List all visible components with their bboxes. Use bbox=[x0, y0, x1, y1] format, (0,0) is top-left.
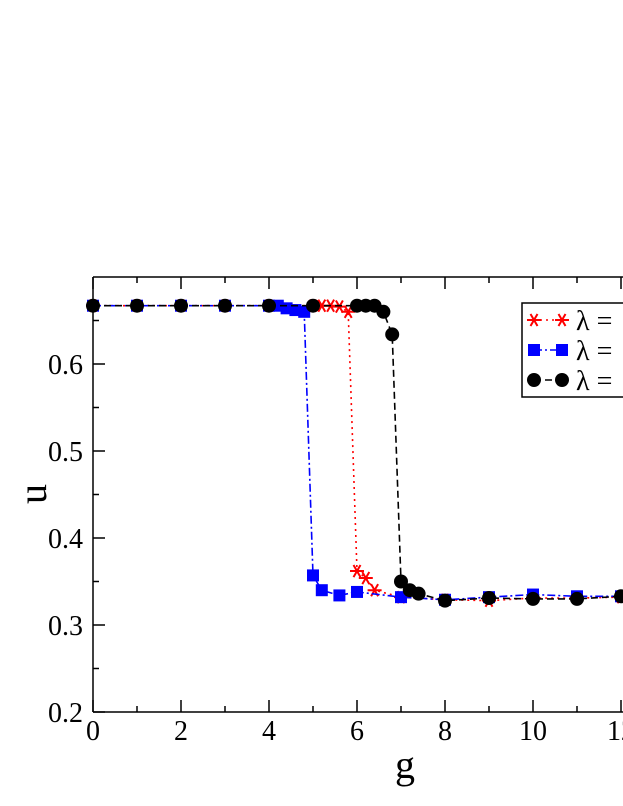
y-tick-label: 0.5 bbox=[48, 437, 83, 468]
marker bbox=[306, 298, 320, 313]
x-axis-label: g bbox=[395, 742, 415, 787]
marker bbox=[130, 298, 144, 313]
marker bbox=[86, 298, 100, 313]
x-tick-label: 4 bbox=[262, 716, 276, 747]
marker bbox=[350, 564, 364, 578]
marker bbox=[358, 571, 373, 585]
marker bbox=[395, 591, 407, 604]
marker bbox=[307, 569, 319, 582]
x-tick-label: 8 bbox=[438, 716, 452, 747]
marker bbox=[333, 589, 346, 602]
marker bbox=[218, 298, 232, 313]
marker bbox=[411, 586, 426, 601]
marker bbox=[262, 298, 276, 313]
y-tick-label: 0.2 bbox=[48, 698, 83, 729]
x-tick-label: 10 bbox=[519, 716, 547, 747]
marker bbox=[555, 373, 569, 387]
marker bbox=[527, 373, 541, 387]
marker bbox=[394, 574, 408, 589]
y-axis-label: u bbox=[10, 484, 55, 504]
marker bbox=[376, 304, 391, 319]
y-tick-label: 0.3 bbox=[48, 611, 83, 642]
marker bbox=[385, 327, 400, 342]
marker bbox=[482, 591, 496, 606]
legend-label: λ = bbox=[576, 336, 612, 367]
marker bbox=[556, 344, 568, 356]
x-tick-label: 6 bbox=[350, 716, 364, 747]
x-tick-label: 2 bbox=[174, 716, 188, 747]
marker bbox=[438, 593, 452, 608]
marker bbox=[351, 585, 363, 598]
y-tick-label: 0.6 bbox=[48, 350, 83, 381]
marker bbox=[527, 313, 541, 327]
x-tick-label: 0 bbox=[86, 716, 100, 747]
marker bbox=[528, 344, 540, 356]
marker bbox=[614, 589, 623, 604]
marker bbox=[526, 591, 540, 606]
marker bbox=[555, 313, 569, 327]
x-tick-label: 12 bbox=[607, 716, 623, 747]
marker bbox=[570, 591, 584, 606]
marker bbox=[174, 298, 188, 313]
y-tick-label: 0.4 bbox=[48, 524, 83, 555]
legend-label: λ = bbox=[576, 366, 612, 397]
marker bbox=[315, 584, 328, 597]
legend-label: λ = bbox=[576, 306, 612, 337]
